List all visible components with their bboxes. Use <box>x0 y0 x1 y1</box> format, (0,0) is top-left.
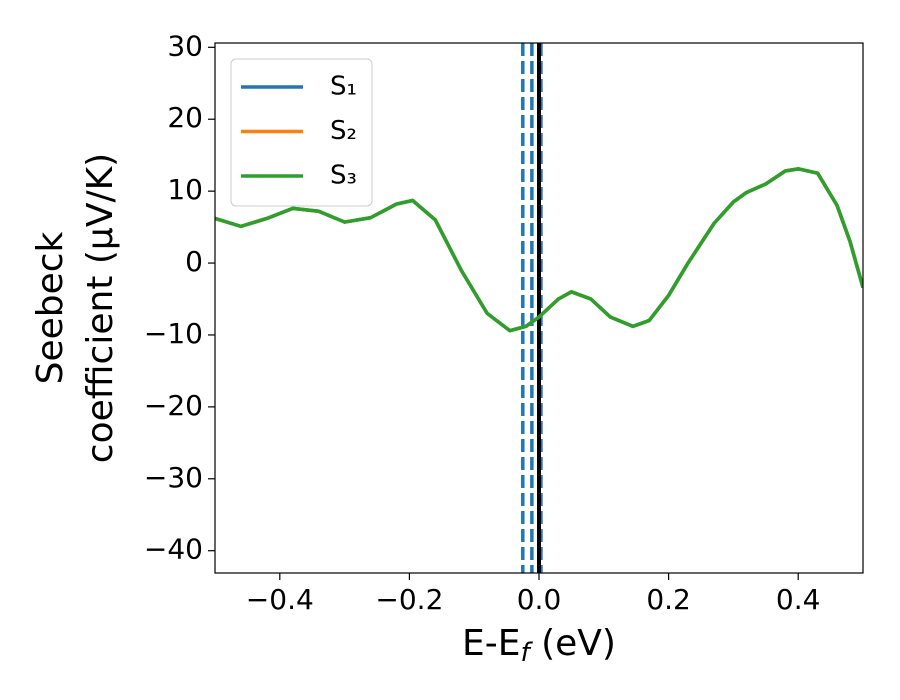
legend-label: S₂ <box>330 116 357 146</box>
y-axis-label: Seebeck <box>30 231 71 384</box>
x-tick-label: 0.2 <box>646 583 691 616</box>
legend-label: S₃ <box>330 161 357 191</box>
y-tick-label: −40 <box>144 533 203 566</box>
y-tick-label: 10 <box>167 173 203 206</box>
x-label-part: (eV) <box>530 623 616 664</box>
y-tick-label: −30 <box>144 461 203 494</box>
x-tick-label: −0.2 <box>375 583 443 616</box>
legend-label: S₁ <box>330 72 357 102</box>
x-label-part: E-E <box>462 623 520 664</box>
y-axis-label: coefficient (μV/K) <box>80 153 121 463</box>
series-line <box>215 167 863 333</box>
plot-frame <box>214 42 864 574</box>
x-tick-label: 0.4 <box>776 583 821 616</box>
y-tick-label: −20 <box>144 389 203 422</box>
y-tick-label: 30 <box>167 29 203 62</box>
x-tick-label: −0.4 <box>246 583 314 616</box>
y-tick-label: 0 <box>185 245 203 278</box>
x-tick-label: 0.0 <box>517 583 562 616</box>
y-tick-label: −10 <box>144 317 203 350</box>
y-tick-label: 20 <box>167 101 203 134</box>
x-axis-label: E-Ef (eV) <box>462 623 616 668</box>
